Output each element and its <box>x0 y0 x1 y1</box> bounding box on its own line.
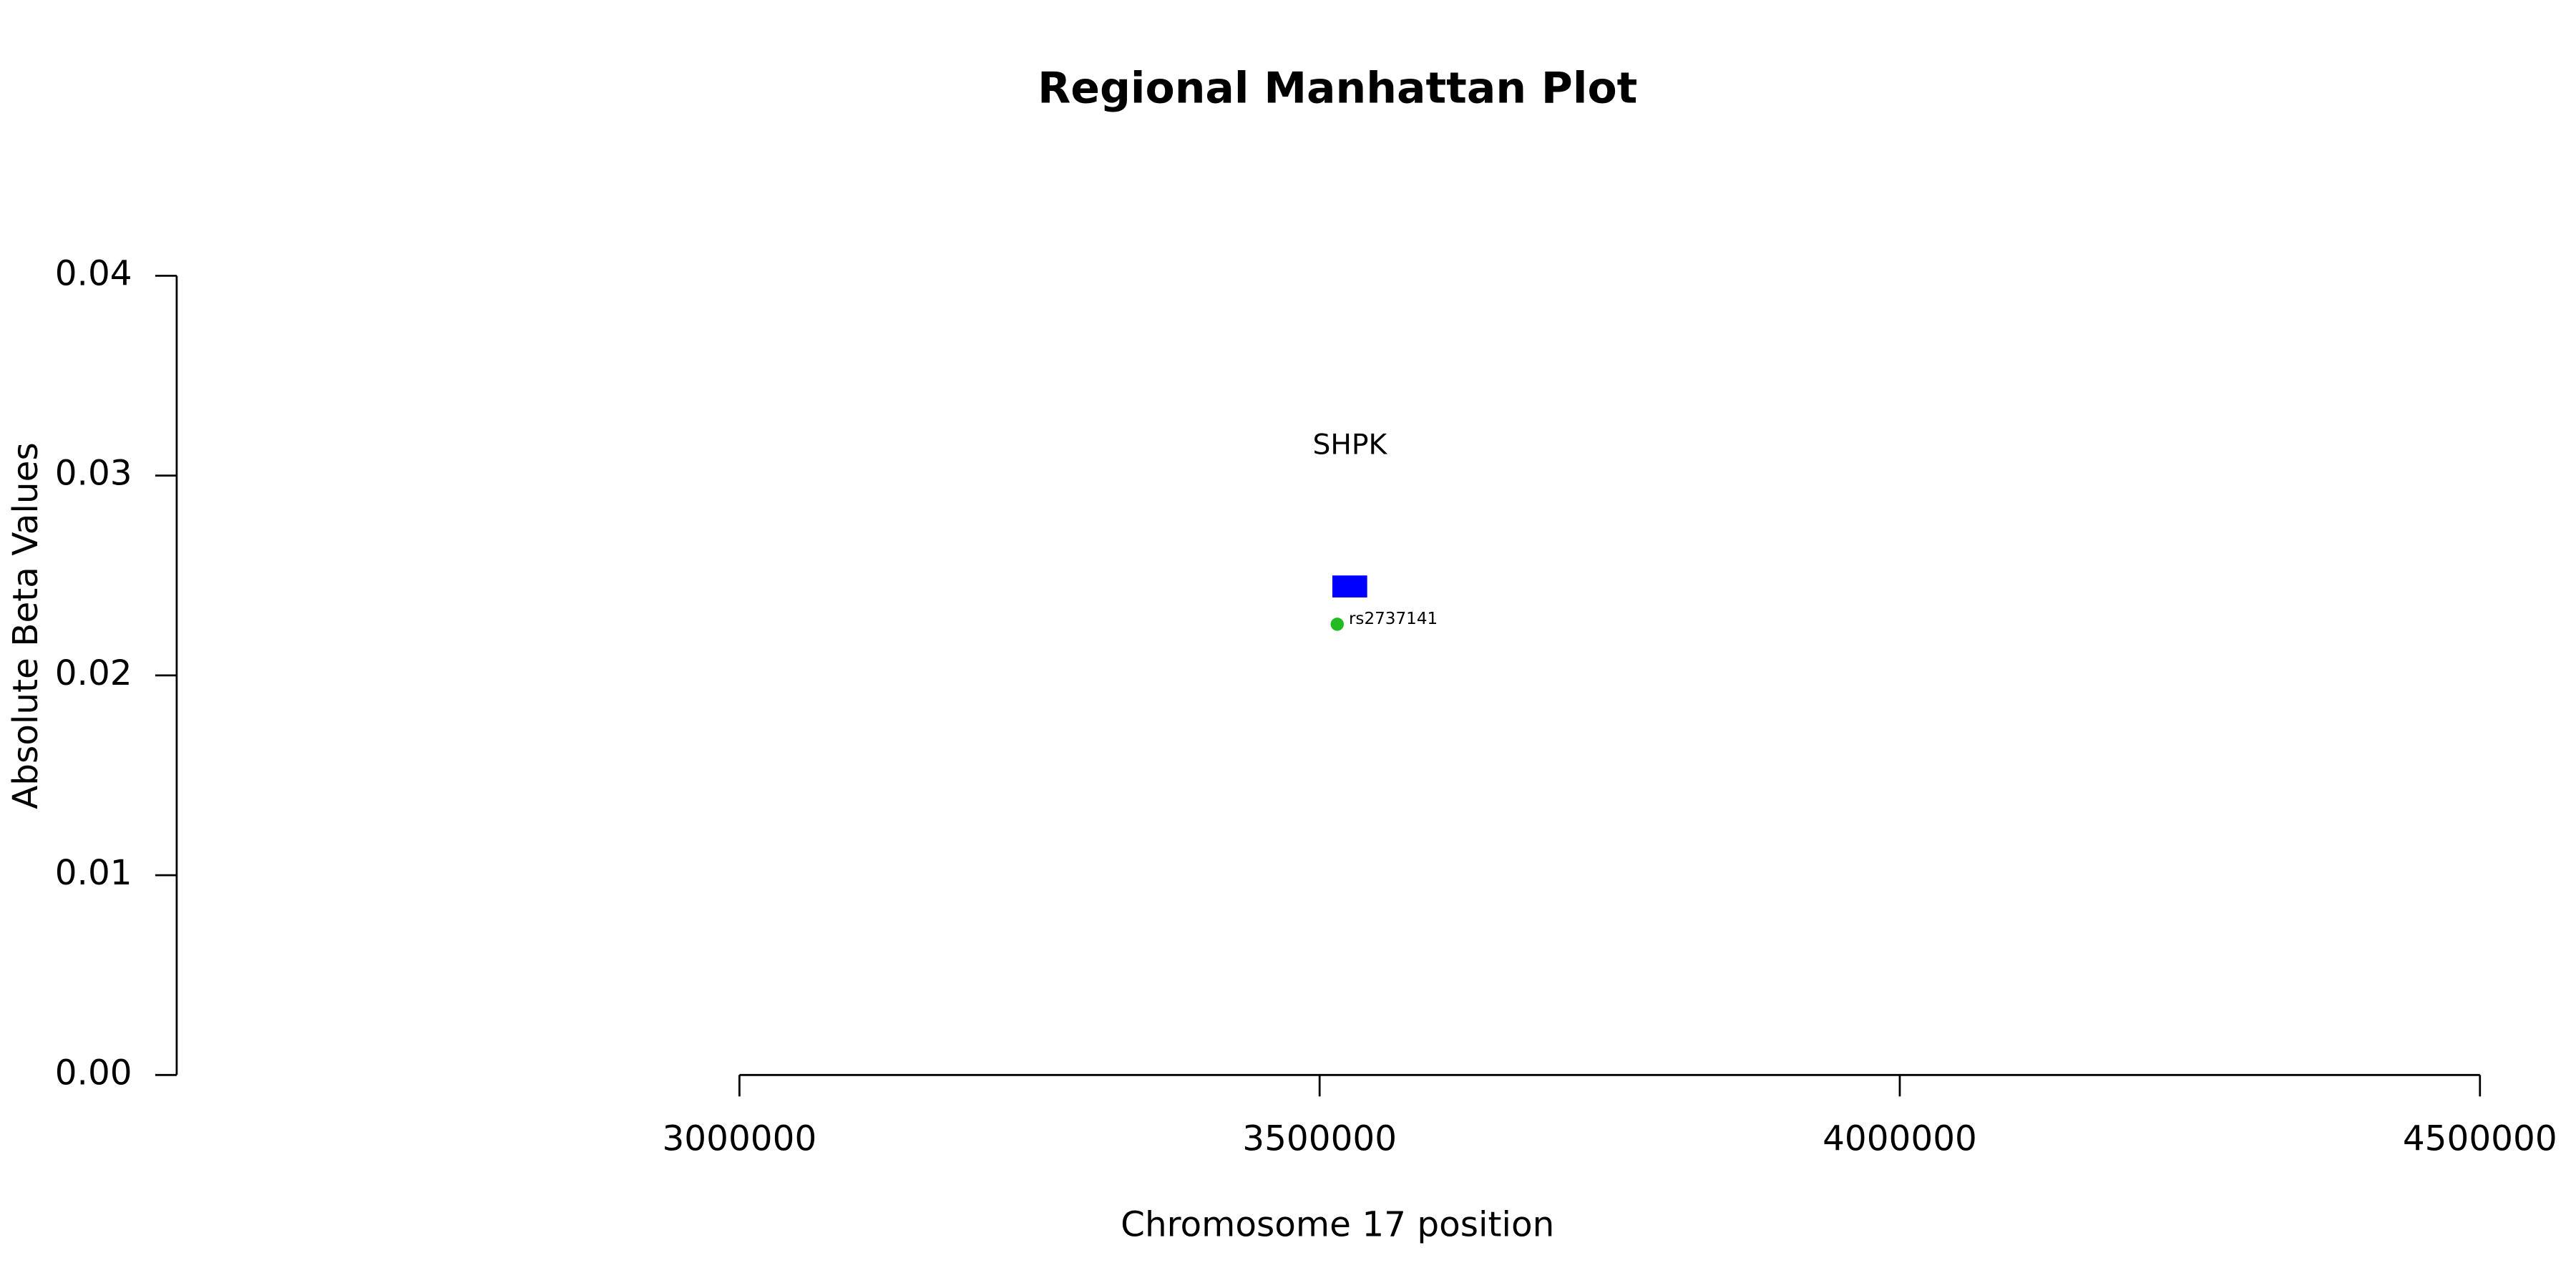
snp-point <box>1330 618 1345 631</box>
x-tick-label: 4500000 <box>2403 1119 2557 1159</box>
x-tick-label: 4000000 <box>1823 1119 1977 1159</box>
x-axis-label: Chromosome 17 position <box>1121 1205 1554 1245</box>
gene-label: SHPK <box>1312 429 1387 462</box>
y-axis-label: Absolute Beta Values <box>6 442 46 809</box>
y-tick-label: 0.03 <box>55 454 132 494</box>
y-tick-label: 0.00 <box>55 1053 132 1093</box>
x-tick-label: 3500000 <box>1242 1119 1397 1159</box>
y-tick-label: 0.02 <box>55 653 132 693</box>
x-tick-label: 3000000 <box>662 1119 816 1159</box>
gene-box <box>1332 575 1367 597</box>
chart-title: Regional Manhattan Plot <box>1038 64 1637 114</box>
snp-label: rs2737141 <box>1349 610 1438 628</box>
y-tick-label: 0.04 <box>55 253 132 293</box>
y-tick-label: 0.01 <box>55 853 132 893</box>
